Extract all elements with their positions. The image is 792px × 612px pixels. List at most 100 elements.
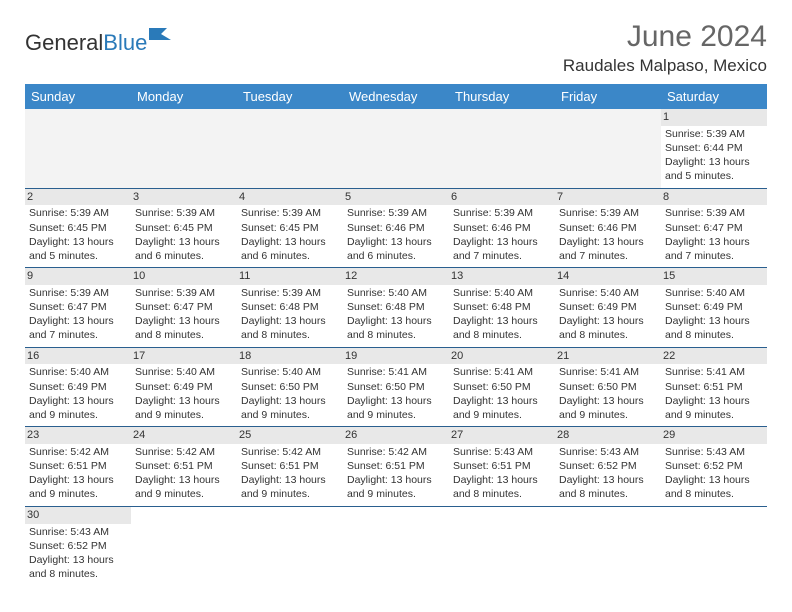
calendar-day-cell: 22Sunrise: 5:41 AMSunset: 6:51 PMDayligh… bbox=[661, 347, 767, 427]
sunset-text: Sunset: 6:51 PM bbox=[665, 380, 763, 394]
day-number: 30 bbox=[25, 507, 131, 524]
logo: GeneralBlue bbox=[25, 26, 175, 59]
calendar-day-cell: 30Sunrise: 5:43 AMSunset: 6:52 PMDayligh… bbox=[25, 506, 131, 585]
sunrise-text: Sunrise: 5:43 AM bbox=[559, 445, 657, 459]
day-number: 9 bbox=[25, 268, 131, 285]
daylight-text: Daylight: 13 hours and 9 minutes. bbox=[559, 394, 657, 422]
title-block: June 2024 Raudales Malpaso, Mexico bbox=[563, 20, 767, 76]
sunrise-text: Sunrise: 5:40 AM bbox=[347, 286, 445, 300]
sunset-text: Sunset: 6:45 PM bbox=[29, 221, 127, 235]
daylight-text: Daylight: 13 hours and 6 minutes. bbox=[241, 235, 339, 263]
daylight-text: Daylight: 13 hours and 7 minutes. bbox=[29, 314, 127, 342]
sunrise-text: Sunrise: 5:40 AM bbox=[559, 286, 657, 300]
daylight-text: Daylight: 13 hours and 9 minutes. bbox=[135, 473, 233, 501]
weekday-header: Wednesday bbox=[343, 84, 449, 109]
sunset-text: Sunset: 6:49 PM bbox=[135, 380, 233, 394]
sunset-text: Sunset: 6:45 PM bbox=[135, 221, 233, 235]
month-title: June 2024 bbox=[563, 20, 767, 54]
daylight-text: Daylight: 13 hours and 9 minutes. bbox=[347, 394, 445, 422]
calendar-day-cell: 26Sunrise: 5:42 AMSunset: 6:51 PMDayligh… bbox=[343, 427, 449, 507]
sunrise-text: Sunrise: 5:42 AM bbox=[29, 445, 127, 459]
sunrise-text: Sunrise: 5:39 AM bbox=[665, 206, 763, 220]
logo-text-part2: Blue bbox=[103, 30, 147, 55]
calendar-day-cell: 18Sunrise: 5:40 AMSunset: 6:50 PMDayligh… bbox=[237, 347, 343, 427]
daylight-text: Daylight: 13 hours and 6 minutes. bbox=[135, 235, 233, 263]
sunrise-text: Sunrise: 5:40 AM bbox=[453, 286, 551, 300]
sunrise-text: Sunrise: 5:39 AM bbox=[347, 206, 445, 220]
day-number: 29 bbox=[661, 427, 767, 444]
day-number: 27 bbox=[449, 427, 555, 444]
sunrise-text: Sunrise: 5:43 AM bbox=[29, 525, 127, 539]
daylight-text: Daylight: 13 hours and 8 minutes. bbox=[453, 314, 551, 342]
day-number: 11 bbox=[237, 268, 343, 285]
calendar-week-row: 2Sunrise: 5:39 AMSunset: 6:45 PMDaylight… bbox=[25, 188, 767, 268]
calendar-day-cell: 11Sunrise: 5:39 AMSunset: 6:48 PMDayligh… bbox=[237, 268, 343, 348]
calendar-day-cell: 10Sunrise: 5:39 AMSunset: 6:47 PMDayligh… bbox=[131, 268, 237, 348]
weekday-header: Monday bbox=[131, 84, 237, 109]
sunset-text: Sunset: 6:51 PM bbox=[453, 459, 551, 473]
day-number: 1 bbox=[661, 109, 767, 126]
calendar-day-cell: 19Sunrise: 5:41 AMSunset: 6:50 PMDayligh… bbox=[343, 347, 449, 427]
calendar-day-cell: 21Sunrise: 5:41 AMSunset: 6:50 PMDayligh… bbox=[555, 347, 661, 427]
sunset-text: Sunset: 6:48 PM bbox=[241, 300, 339, 314]
weekday-header: Sunday bbox=[25, 84, 131, 109]
sunset-text: Sunset: 6:47 PM bbox=[29, 300, 127, 314]
sunrise-text: Sunrise: 5:41 AM bbox=[453, 365, 551, 379]
sunrise-text: Sunrise: 5:40 AM bbox=[665, 286, 763, 300]
weekday-header: Saturday bbox=[661, 84, 767, 109]
sunset-text: Sunset: 6:48 PM bbox=[453, 300, 551, 314]
daylight-text: Daylight: 13 hours and 8 minutes. bbox=[665, 473, 763, 501]
day-number: 18 bbox=[237, 348, 343, 365]
sunset-text: Sunset: 6:51 PM bbox=[347, 459, 445, 473]
sunset-text: Sunset: 6:49 PM bbox=[665, 300, 763, 314]
calendar-week-row: 23Sunrise: 5:42 AMSunset: 6:51 PMDayligh… bbox=[25, 427, 767, 507]
day-number: 16 bbox=[25, 348, 131, 365]
day-number: 23 bbox=[25, 427, 131, 444]
sunset-text: Sunset: 6:47 PM bbox=[665, 221, 763, 235]
sunrise-text: Sunrise: 5:41 AM bbox=[665, 365, 763, 379]
sunrise-text: Sunrise: 5:39 AM bbox=[29, 286, 127, 300]
day-number: 26 bbox=[343, 427, 449, 444]
day-number: 3 bbox=[131, 189, 237, 206]
day-number: 14 bbox=[555, 268, 661, 285]
sunset-text: Sunset: 6:52 PM bbox=[665, 459, 763, 473]
calendar-day-cell: 20Sunrise: 5:41 AMSunset: 6:50 PMDayligh… bbox=[449, 347, 555, 427]
day-number: 22 bbox=[661, 348, 767, 365]
location: Raudales Malpaso, Mexico bbox=[563, 56, 767, 76]
sunrise-text: Sunrise: 5:42 AM bbox=[241, 445, 339, 459]
day-number: 17 bbox=[131, 348, 237, 365]
sunset-text: Sunset: 6:48 PM bbox=[347, 300, 445, 314]
flag-icon bbox=[149, 26, 175, 49]
daylight-text: Daylight: 13 hours and 8 minutes. bbox=[347, 314, 445, 342]
calendar-day-cell: 5Sunrise: 5:39 AMSunset: 6:46 PMDaylight… bbox=[343, 188, 449, 268]
daylight-text: Daylight: 13 hours and 9 minutes. bbox=[29, 473, 127, 501]
calendar-day-cell: 25Sunrise: 5:42 AMSunset: 6:51 PMDayligh… bbox=[237, 427, 343, 507]
day-number: 10 bbox=[131, 268, 237, 285]
calendar-day-cell: 4Sunrise: 5:39 AMSunset: 6:45 PMDaylight… bbox=[237, 188, 343, 268]
day-number: 2 bbox=[25, 189, 131, 206]
calendar-day-cell: 24Sunrise: 5:42 AMSunset: 6:51 PMDayligh… bbox=[131, 427, 237, 507]
daylight-text: Daylight: 13 hours and 9 minutes. bbox=[665, 394, 763, 422]
calendar-day-cell bbox=[449, 506, 555, 585]
calendar-day-cell: 7Sunrise: 5:39 AMSunset: 6:46 PMDaylight… bbox=[555, 188, 661, 268]
weekday-header: Friday bbox=[555, 84, 661, 109]
day-number: 4 bbox=[237, 189, 343, 206]
calendar-day-cell bbox=[555, 109, 661, 188]
sunset-text: Sunset: 6:50 PM bbox=[241, 380, 339, 394]
sunrise-text: Sunrise: 5:40 AM bbox=[135, 365, 233, 379]
calendar-day-cell: 12Sunrise: 5:40 AMSunset: 6:48 PMDayligh… bbox=[343, 268, 449, 348]
sunrise-text: Sunrise: 5:43 AM bbox=[453, 445, 551, 459]
sunrise-text: Sunrise: 5:39 AM bbox=[559, 206, 657, 220]
calendar-day-cell bbox=[237, 506, 343, 585]
daylight-text: Daylight: 13 hours and 8 minutes. bbox=[241, 314, 339, 342]
calendar-day-cell bbox=[131, 506, 237, 585]
sunset-text: Sunset: 6:46 PM bbox=[347, 221, 445, 235]
sunset-text: Sunset: 6:45 PM bbox=[241, 221, 339, 235]
day-number: 8 bbox=[661, 189, 767, 206]
day-number: 24 bbox=[131, 427, 237, 444]
sunrise-text: Sunrise: 5:42 AM bbox=[347, 445, 445, 459]
sunrise-text: Sunrise: 5:39 AM bbox=[241, 286, 339, 300]
daylight-text: Daylight: 13 hours and 9 minutes. bbox=[29, 394, 127, 422]
sunset-text: Sunset: 6:50 PM bbox=[453, 380, 551, 394]
sunset-text: Sunset: 6:46 PM bbox=[559, 221, 657, 235]
